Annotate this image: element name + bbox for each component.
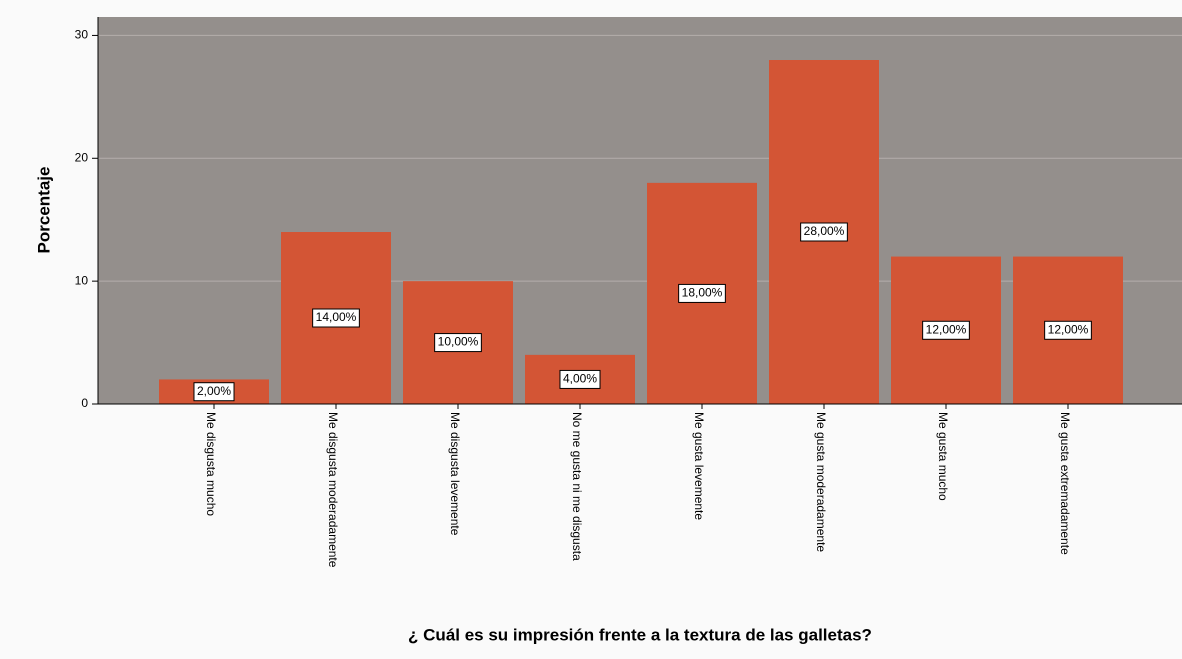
- y-tick-label: 0: [81, 396, 88, 410]
- value-label-box: [434, 333, 482, 353]
- value-label-box: [312, 308, 360, 328]
- value-label: 2,00%: [197, 384, 231, 398]
- x-axis-title: ¿ Cuál es su impresión frente a la textu…: [408, 625, 872, 644]
- value-label: 18,00%: [682, 286, 723, 300]
- value-label: 12,00%: [926, 322, 967, 336]
- x-tick-label: Me disgusta levemente: [448, 412, 462, 536]
- value-label: 14,00%: [316, 310, 357, 324]
- x-tick-label: Me gusta levemente: [692, 412, 706, 520]
- value-label: 4,00%: [563, 372, 597, 386]
- y-tick-label: 10: [75, 273, 89, 287]
- value-label-box: [678, 283, 726, 303]
- value-label-box: [800, 222, 848, 242]
- value-label: 10,00%: [438, 335, 479, 349]
- x-tick-label: Me gusta moderadamente: [814, 412, 828, 552]
- x-tick-label: Me gusta extremadamente: [1058, 412, 1072, 555]
- y-axis-title: Porcentaje: [34, 167, 53, 254]
- y-tick-label: 20: [75, 150, 89, 164]
- x-tick-label: Me disgusta mucho: [204, 412, 218, 516]
- x-tick-label: No me gusta ni me disgusta: [570, 412, 584, 561]
- y-tick-label: 30: [75, 28, 89, 42]
- plot-area: [98, 17, 1182, 404]
- value-label-box: [922, 320, 970, 340]
- value-label: 28,00%: [804, 224, 845, 238]
- value-label-box: [559, 369, 601, 389]
- x-tick-label: Me gusta mucho: [936, 412, 950, 501]
- value-label-box: [1044, 320, 1092, 340]
- x-tick-label: Me disgusta moderadamente: [326, 412, 340, 568]
- value-label: 12,00%: [1048, 322, 1089, 336]
- value-label-box: [193, 382, 235, 402]
